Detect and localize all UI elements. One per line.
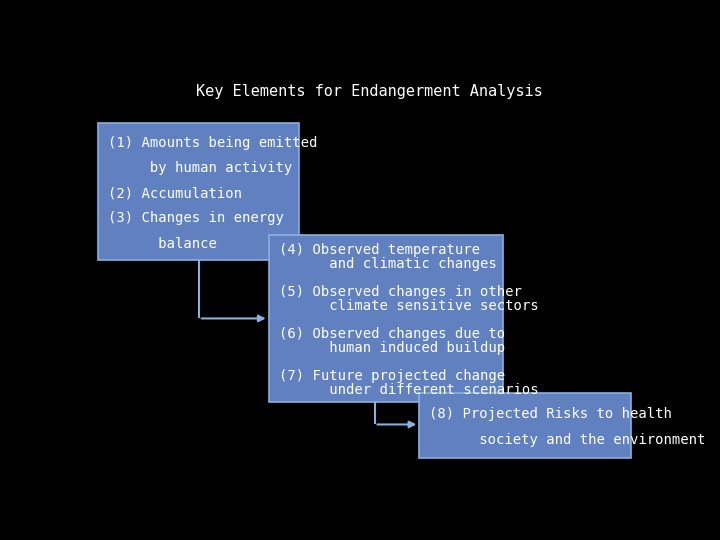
Text: society and the environment: society and the environment bbox=[429, 434, 706, 447]
Text: balance: balance bbox=[109, 237, 217, 251]
Text: Key Elements for Endangerment Analysis: Key Elements for Endangerment Analysis bbox=[196, 84, 542, 99]
Text: (2) Accumulation: (2) Accumulation bbox=[109, 186, 243, 200]
FancyBboxPatch shape bbox=[99, 123, 300, 260]
Text: (7) Future projected change: (7) Future projected change bbox=[279, 369, 505, 383]
Text: climate sensitive sectors: climate sensitive sectors bbox=[279, 299, 539, 313]
Text: under different scenarios: under different scenarios bbox=[279, 383, 539, 397]
Text: (3) Changes in energy: (3) Changes in energy bbox=[109, 211, 284, 225]
Text: (6) Observed changes due to: (6) Observed changes due to bbox=[279, 327, 505, 341]
Text: (1) Amounts being emitted: (1) Amounts being emitted bbox=[109, 136, 318, 150]
Text: (5) Observed changes in other: (5) Observed changes in other bbox=[279, 285, 521, 299]
Text: (4) Observed temperature: (4) Observed temperature bbox=[279, 243, 480, 257]
Text: and climatic changes: and climatic changes bbox=[279, 257, 496, 271]
Text: human induced buildup: human induced buildup bbox=[279, 341, 505, 355]
FancyBboxPatch shape bbox=[269, 235, 503, 402]
Text: (8) Projected Risks to health: (8) Projected Risks to health bbox=[429, 407, 672, 421]
FancyBboxPatch shape bbox=[419, 393, 631, 458]
Text: by human activity: by human activity bbox=[109, 161, 292, 175]
